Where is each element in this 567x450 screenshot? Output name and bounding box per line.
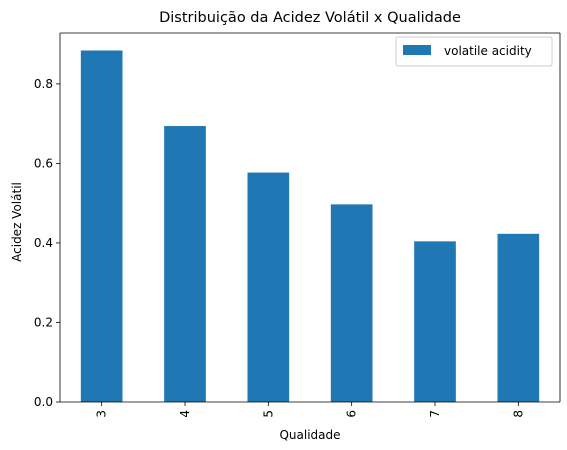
bar-5 [247, 172, 290, 402]
x-tick-label-8: 8 [511, 410, 525, 418]
y-tick-label-0.8: 0.8 [34, 77, 53, 91]
legend-swatch [403, 45, 431, 55]
legend-frame [395, 36, 553, 67]
x-axis-label: Qualidade [279, 428, 340, 442]
x-tick-label-4: 4 [178, 410, 192, 418]
chart-title: Distribuição da Acidez Volátil x Qualida… [159, 10, 461, 26]
y-axis-label: Acidez Volátil [10, 182, 24, 262]
bar-7 [414, 241, 456, 402]
axes-group [59, 32, 561, 403]
y-tick-label-0.4: 0.4 [34, 236, 53, 250]
bar-6 [330, 204, 373, 402]
x-ticks-group: 3 4 5 6 7 8 [95, 402, 525, 418]
y-tick-label-0.0: 0.0 [34, 395, 53, 409]
bars-group [80, 50, 540, 402]
y-ticks-group: 0.0 0.2 0.4 0.6 0.8 [34, 77, 60, 409]
x-tick-label-3: 3 [95, 410, 109, 418]
x-tick-label-5: 5 [261, 410, 275, 418]
legend: volatile acidity [395, 36, 553, 67]
bar-4 [164, 126, 206, 402]
legend-label: volatile acidity [444, 44, 532, 58]
y-tick-label-0.6: 0.6 [34, 156, 53, 170]
bar-3 [80, 50, 123, 402]
bar-8 [497, 233, 540, 402]
x-tick-label-7: 7 [428, 410, 442, 418]
y-tick-label-0.2: 0.2 [34, 315, 53, 329]
x-tick-label-6: 6 [345, 410, 359, 418]
